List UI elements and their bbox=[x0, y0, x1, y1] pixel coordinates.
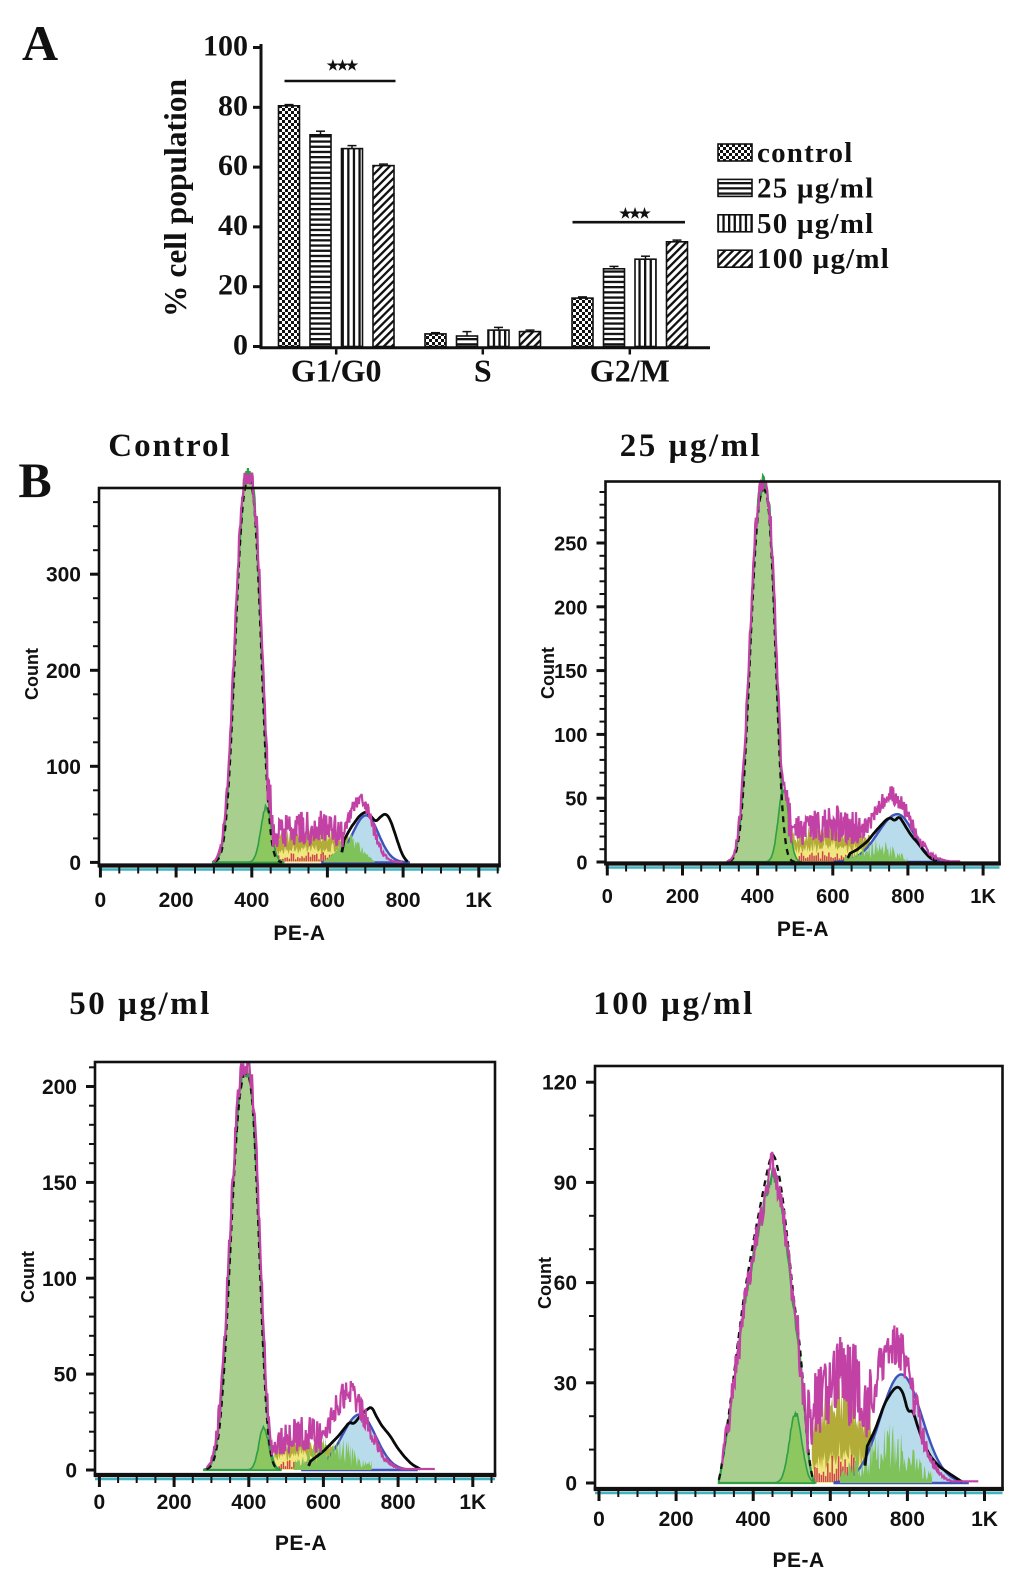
svg-text:200: 200 bbox=[666, 886, 699, 908]
svg-text:50 µg/ml: 50 µg/ml bbox=[69, 986, 212, 1022]
svg-text:G1/G0: G1/G0 bbox=[291, 353, 382, 389]
svg-text:40: 40 bbox=[218, 209, 248, 242]
svg-text:800: 800 bbox=[891, 886, 924, 908]
svg-text:800: 800 bbox=[890, 1508, 925, 1531]
svg-text:30: 30 bbox=[554, 1372, 577, 1395]
svg-text:400: 400 bbox=[741, 886, 774, 908]
svg-text:200: 200 bbox=[46, 660, 81, 683]
svg-text:G2/M: G2/M bbox=[590, 353, 670, 389]
svg-text:60: 60 bbox=[218, 149, 248, 182]
svg-text:Count: Count bbox=[22, 648, 42, 700]
svg-text:200: 200 bbox=[42, 1076, 77, 1099]
svg-text:100: 100 bbox=[42, 1268, 77, 1291]
svg-text:100: 100 bbox=[203, 30, 248, 63]
svg-text:0: 0 bbox=[576, 853, 587, 875]
svg-text:1K: 1K bbox=[459, 1491, 486, 1514]
svg-text:1K: 1K bbox=[465, 889, 492, 912]
svg-text:1K: 1K bbox=[971, 1508, 998, 1531]
svg-text:100: 100 bbox=[46, 756, 81, 779]
svg-text:600: 600 bbox=[306, 1491, 341, 1514]
svg-text:S: S bbox=[474, 353, 492, 389]
svg-text:90: 90 bbox=[554, 1172, 577, 1195]
svg-text:100 µg/ml: 100 µg/ml bbox=[757, 243, 890, 275]
svg-text:Control: Control bbox=[108, 428, 231, 464]
svg-text:0: 0 bbox=[69, 852, 81, 875]
svg-text:60: 60 bbox=[554, 1272, 577, 1295]
svg-text:0: 0 bbox=[94, 1491, 106, 1514]
svg-text:PE-A: PE-A bbox=[275, 1532, 327, 1555]
svg-text:600: 600 bbox=[310, 889, 345, 912]
svg-text:Count: Count bbox=[538, 647, 558, 699]
svg-text:0: 0 bbox=[593, 1508, 605, 1531]
svg-text:25 µg/ml: 25 µg/ml bbox=[620, 428, 763, 464]
svg-text:150: 150 bbox=[42, 1172, 77, 1195]
svg-text:0: 0 bbox=[65, 1460, 77, 1483]
svg-text:200: 200 bbox=[157, 1491, 192, 1514]
svg-text:control: control bbox=[757, 137, 853, 169]
svg-text:Count: Count bbox=[535, 1257, 555, 1309]
svg-text:200: 200 bbox=[159, 889, 194, 912]
svg-text:400: 400 bbox=[231, 1491, 266, 1514]
svg-text:400: 400 bbox=[234, 889, 269, 912]
svg-text:PE-A: PE-A bbox=[273, 922, 325, 945]
svg-text:200: 200 bbox=[554, 597, 587, 619]
svg-text:400: 400 bbox=[736, 1508, 771, 1531]
svg-text:PE-A: PE-A bbox=[777, 918, 829, 941]
svg-text:0: 0 bbox=[233, 329, 248, 362]
svg-text:600: 600 bbox=[816, 886, 849, 908]
svg-text:★★★: ★★★ bbox=[619, 205, 651, 221]
svg-text:80: 80 bbox=[218, 89, 248, 122]
svg-text:100 µg/ml: 100 µg/ml bbox=[593, 986, 755, 1022]
svg-text:800: 800 bbox=[386, 889, 421, 912]
svg-text:0: 0 bbox=[565, 1473, 577, 1496]
svg-text:% cell population: % cell population bbox=[158, 79, 193, 318]
svg-text:B: B bbox=[18, 452, 51, 508]
svg-text:50 µg/ml: 50 µg/ml bbox=[757, 208, 874, 240]
svg-text:50: 50 bbox=[565, 789, 587, 811]
svg-text:★★★: ★★★ bbox=[327, 57, 359, 73]
svg-text:50: 50 bbox=[54, 1364, 77, 1387]
svg-text:800: 800 bbox=[381, 1491, 416, 1514]
svg-text:600: 600 bbox=[813, 1508, 848, 1531]
svg-text:300: 300 bbox=[46, 564, 81, 587]
svg-text:Count: Count bbox=[18, 1251, 38, 1303]
svg-text:250: 250 bbox=[554, 534, 587, 556]
svg-text:1K: 1K bbox=[970, 886, 996, 908]
svg-text:PE-A: PE-A bbox=[773, 1549, 825, 1572]
svg-text:100: 100 bbox=[554, 725, 587, 747]
svg-text:A: A bbox=[22, 15, 58, 71]
svg-text:0: 0 bbox=[95, 889, 107, 912]
svg-text:200: 200 bbox=[659, 1508, 694, 1531]
svg-text:150: 150 bbox=[554, 661, 587, 683]
svg-text:25 µg/ml: 25 µg/ml bbox=[757, 172, 874, 204]
svg-text:120: 120 bbox=[542, 1072, 577, 1095]
svg-text:20: 20 bbox=[218, 269, 248, 302]
svg-text:0: 0 bbox=[602, 886, 613, 908]
